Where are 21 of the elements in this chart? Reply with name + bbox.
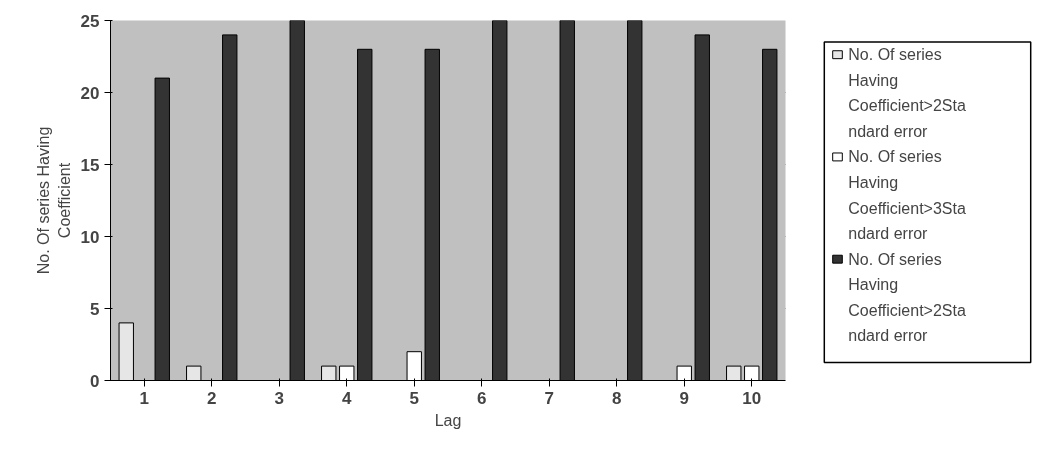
x-tick-label: 5 xyxy=(409,388,419,408)
y-tick-label: 5 xyxy=(90,299,100,319)
y-tick-label: 25 xyxy=(80,11,100,31)
x-tick-label: 2 xyxy=(207,388,217,408)
y-tick-label: 15 xyxy=(80,155,100,175)
x-tick-label: 6 xyxy=(477,388,487,408)
x-tick-label: 3 xyxy=(274,388,284,408)
x-tick-label: 7 xyxy=(544,388,554,408)
y-tick-label: 10 xyxy=(80,227,100,247)
y-tick-label: 0 xyxy=(90,371,100,391)
legend-label: No. Of series Having Coefficient>2Standard error xyxy=(848,250,966,345)
y-axis-title: No. Of series Having Coefficient xyxy=(35,126,73,275)
x-tick-label: 1 xyxy=(139,388,149,408)
x-tick-label: 8 xyxy=(612,388,622,408)
legend-label: No. Of series Having Coefficient>2Standard error xyxy=(848,46,966,140)
x-axis-title: Lag xyxy=(434,411,462,429)
legend-label: No. Of series Having Coefficient>3Standard error xyxy=(848,148,966,243)
x-tick-label: 4 xyxy=(342,388,353,408)
x-tick-label: 10 xyxy=(742,388,762,408)
y-tick-label: 20 xyxy=(80,83,100,103)
x-tick-label: 9 xyxy=(679,388,689,408)
